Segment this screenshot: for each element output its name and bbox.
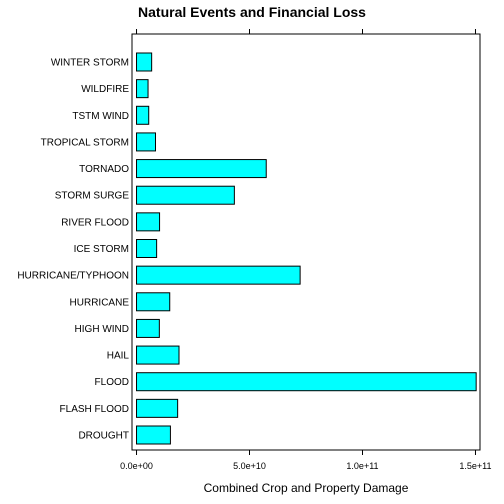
bar-hurricane: [136, 292, 171, 312]
category-label: ICE STORM: [74, 244, 129, 255]
category-label: HURRICANE: [70, 297, 130, 308]
category-label: WINTER STORM: [51, 58, 129, 69]
bar-tornado: [136, 159, 267, 179]
category-label: DROUGHT: [78, 431, 129, 442]
category-labels: DROUGHT FLASH FLOOD FLOOD HAIL HIGH WIND HURR…: [17, 58, 129, 442]
bar-flash-flood: [136, 398, 179, 418]
bar-drought: [136, 425, 171, 445]
category-label: FLOOD: [95, 377, 129, 388]
category-label: HURRICANE/TYPHOON: [17, 271, 129, 282]
category-label: TSTM WIND: [72, 111, 129, 122]
bar-hail: [136, 345, 180, 365]
bar-flood: [136, 372, 477, 392]
category-label: TORNADO: [79, 164, 129, 175]
category-label: HAIL: [107, 351, 130, 362]
plot-frame: [131, 33, 481, 451]
bar-high-wind: [136, 318, 160, 338]
bar-tropical-storm: [136, 132, 157, 152]
bar-hurricane-typhoon: [136, 265, 301, 285]
x-tick-label: 1.0e+11: [346, 461, 378, 471]
category-label: TROPICAL STORM: [41, 137, 129, 148]
bar-tstm-wind: [136, 105, 150, 125]
x-tick-label: 0.0e+00: [120, 461, 153, 471]
category-label: WILDFIRE: [81, 84, 129, 95]
category-label: RIVER FLOOD: [61, 217, 129, 228]
bar-river-flood: [136, 212, 161, 232]
x-tick-label: 1.5e+11: [459, 461, 491, 471]
x-axis-label: Combined Crop and Property Damage: [204, 481, 409, 495]
x-axis-ticks: 0.0e+00 5.0e+10 1.0e+11 1.5e+11: [120, 29, 492, 471]
chart-title: Natural Events and Financial Loss: [138, 4, 366, 20]
category-label: STORM SURGE: [55, 191, 130, 202]
bar-storm-surge: [136, 185, 235, 205]
category-label: FLASH FLOOD: [60, 404, 129, 415]
bar-ice-storm: [136, 239, 158, 258]
bar-wildfire: [136, 79, 149, 99]
bars-group: [136, 52, 477, 445]
bar-winter-storm: [136, 52, 153, 72]
category-label: HIGH WIND: [75, 324, 129, 335]
x-tick-label: 5.0e+10: [233, 461, 266, 471]
